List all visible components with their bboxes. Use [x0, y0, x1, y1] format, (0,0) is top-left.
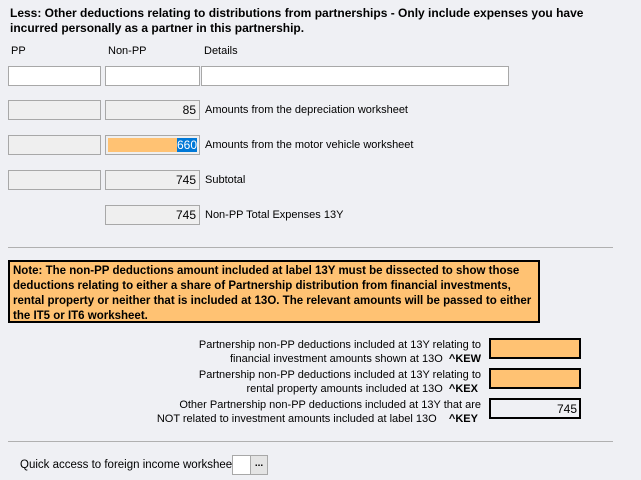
kex-label: Partnership non-PP deductions included a… — [198, 369, 481, 395]
total-non-pp-field[interactable]: 745 — [105, 205, 200, 225]
subtotal-non-pp-field[interactable]: 745 — [105, 170, 200, 190]
browse-button[interactable]: ... — [250, 455, 268, 475]
divider — [8, 247, 613, 248]
pp-input[interactable] — [8, 66, 101, 86]
motor-vehicle-label: Amounts from the motor vehicle worksheet — [205, 139, 414, 151]
kew-input[interactable] — [489, 338, 581, 359]
subtotal-label: Subtotal — [205, 174, 246, 186]
section-heading: Less: Other deductions relating to distr… — [10, 6, 584, 35]
depreciation-label: Amounts from the depreciation worksheet — [205, 104, 408, 116]
non-pp-input[interactable] — [105, 66, 200, 86]
note-box: Note: The non-PP deductions amount inclu… — [8, 260, 540, 323]
depreciation-pp-field[interactable] — [8, 100, 101, 120]
quick-access-label: Quick access to foreign income worksheet — [20, 459, 236, 471]
column-header-details: Details — [204, 45, 238, 57]
depreciation-non-pp-field[interactable]: 85 — [105, 100, 200, 120]
subtotal-pp-field[interactable] — [8, 170, 101, 190]
motor-vehicle-pp-field[interactable] — [8, 135, 101, 155]
key-input[interactable]: 745 — [489, 398, 581, 419]
kex-input[interactable] — [489, 368, 581, 389]
column-header-pp: PP — [11, 45, 26, 57]
kew-label: Partnership non-PP deductions included a… — [198, 339, 481, 365]
column-header-non-pp: Non-PP — [108, 45, 147, 57]
key-label: Other Partnership non-PP deductions incl… — [156, 399, 481, 425]
total-label: Non-PP Total Expenses 13Y — [205, 209, 344, 221]
quick-access-input[interactable] — [232, 455, 250, 475]
selected-value: 660 — [176, 138, 197, 152]
details-input[interactable] — [201, 66, 509, 86]
divider — [8, 441, 613, 442]
motor-vehicle-non-pp-field[interactable]: 660 — [105, 135, 200, 155]
